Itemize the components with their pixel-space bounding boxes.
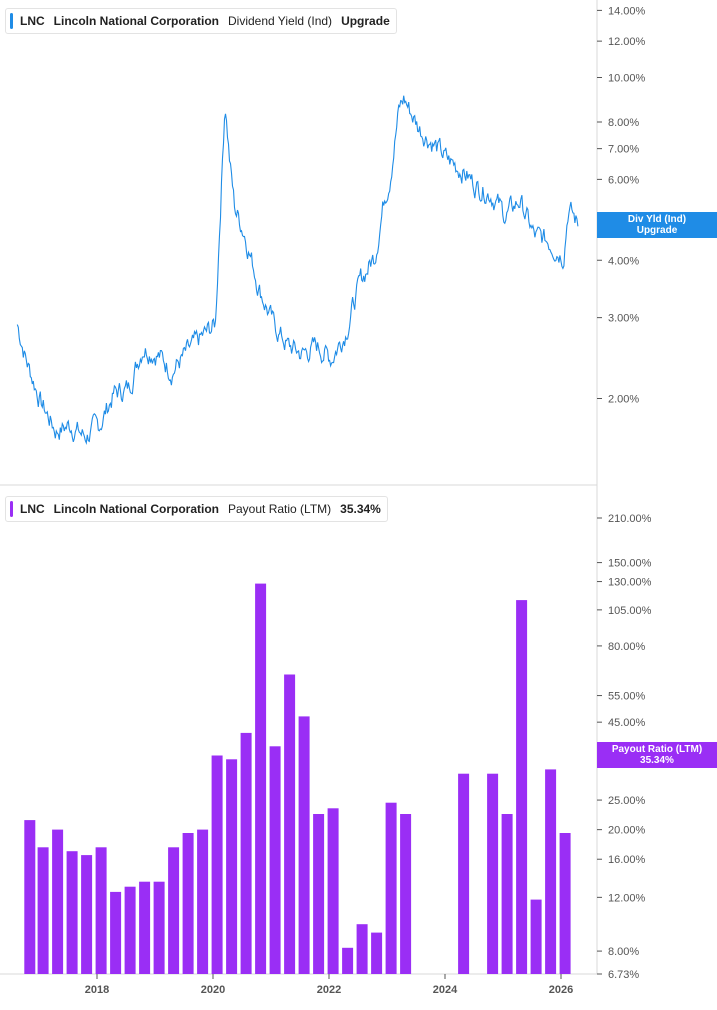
x-tick-label: 2024	[433, 984, 458, 996]
payout-bar	[342, 948, 353, 974]
payout-bar	[197, 830, 208, 974]
y-tick-label: 25.00%	[608, 795, 646, 807]
payout-bar	[270, 746, 281, 974]
payout-bar	[81, 855, 92, 974]
payout-bar	[400, 814, 411, 974]
payout-bar	[110, 892, 121, 974]
y-tick-label: 20.00%	[608, 825, 646, 837]
payout-bar	[183, 833, 194, 974]
payout-bar	[226, 759, 237, 974]
payout-bar	[371, 933, 382, 974]
y-tick-label: 12.00%	[608, 36, 646, 48]
x-tick-label: 2020	[201, 984, 225, 996]
y-tick-label: 150.00%	[608, 558, 652, 570]
y-tick-label: 16.00%	[608, 854, 646, 866]
legend-ticker: LNC	[20, 14, 45, 28]
payout-bar	[52, 830, 63, 974]
tag-value: Upgrade	[597, 225, 717, 236]
payout-bar	[560, 833, 571, 974]
bottom-legend[interactable]: LNC Lincoln National Corporation Payout …	[5, 496, 388, 522]
y-tick-label: 2.00%	[608, 394, 639, 406]
payout-bar	[67, 851, 78, 974]
tag-label: Div Yld (Ind)	[597, 214, 717, 225]
yield-value-tag: Div Yld (Ind) Upgrade	[597, 212, 717, 238]
payout-bar	[255, 584, 266, 974]
y-tick-label: 80.00%	[608, 641, 646, 653]
payout-bar	[531, 900, 542, 974]
y-tick-label: 3.00%	[608, 313, 639, 325]
x-tick-label: 2018	[85, 984, 109, 996]
y-tick-label: 6.00%	[608, 174, 639, 186]
y-tick-label: 210.00%	[608, 513, 652, 525]
y-tick-label: 4.00%	[608, 255, 639, 267]
y-tick-label: 55.00%	[608, 691, 646, 703]
payout-bar	[299, 716, 310, 974]
legend-ticker: LNC	[20, 502, 45, 516]
y-tick-label: 14.00%	[608, 5, 646, 17]
payout-bar	[313, 814, 324, 974]
payout-bar	[168, 847, 179, 974]
payout-bar	[125, 887, 136, 974]
payout-bar	[212, 756, 223, 975]
payout-bar	[241, 733, 252, 974]
tag-label: Payout Ratio (LTM)	[597, 744, 717, 755]
legend-metric: Dividend Yield (Ind)	[228, 14, 332, 28]
legend-metric: Payout Ratio (LTM)	[228, 502, 331, 516]
payout-bar	[487, 774, 498, 974]
y-tick-label: 6.73%	[608, 969, 639, 981]
payout-bar	[458, 774, 469, 974]
y-tick-label: 45.00%	[608, 717, 646, 729]
payout-bar	[516, 600, 527, 974]
y-tick-label: 8.00%	[608, 117, 639, 129]
series-color-marker	[10, 13, 13, 29]
payout-bar	[357, 924, 368, 974]
y-tick-label: 7.00%	[608, 144, 639, 156]
y-tick-label: 12.00%	[608, 892, 646, 904]
legend-company: Lincoln National Corporation	[54, 502, 219, 516]
x-tick-label: 2022	[317, 984, 341, 996]
legend-company: Lincoln National Corporation	[54, 14, 219, 28]
y-tick-label: 8.00%	[608, 946, 639, 958]
payout-bar	[96, 847, 107, 974]
payout-bar	[154, 882, 165, 974]
payout-bar	[545, 769, 556, 974]
payout-bar	[502, 814, 513, 974]
top-legend[interactable]: LNC Lincoln National Corporation Dividen…	[5, 8, 397, 34]
legend-value[interactable]: Upgrade	[341, 14, 390, 28]
payout-bar	[386, 803, 397, 974]
tag-value: 35.34%	[597, 755, 717, 766]
payout-value-tag: Payout Ratio (LTM) 35.34%	[597, 742, 717, 768]
payout-bar	[24, 820, 35, 974]
y-tick-label: 105.00%	[608, 605, 652, 617]
payout-bar	[328, 808, 339, 974]
x-tick-label: 2026	[549, 984, 573, 996]
payout-bar	[139, 882, 150, 974]
series-color-marker	[10, 501, 13, 517]
payout-bar	[284, 675, 295, 975]
dividend-yield-line	[17, 96, 578, 443]
legend-value: 35.34%	[340, 502, 381, 516]
y-tick-label: 130.00%	[608, 577, 652, 589]
payout-bar	[38, 847, 49, 974]
y-tick-label: 10.00%	[608, 73, 646, 85]
